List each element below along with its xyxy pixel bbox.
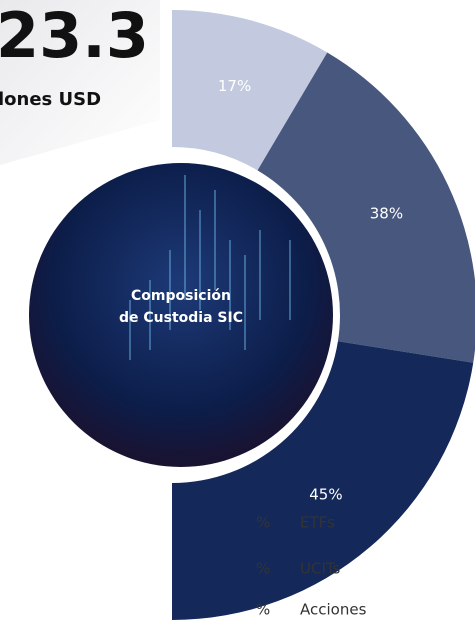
headline: 23.3 <box>0 0 149 72</box>
donut-segment <box>257 52 475 363</box>
value-label: 17% <box>218 77 251 95</box>
legend-fragment: % <box>256 514 270 532</box>
legend-fragment: % <box>256 560 270 578</box>
headline-card <box>0 0 160 165</box>
disc-decoration <box>129 175 291 360</box>
donut-segment <box>172 10 328 171</box>
donut-segment <box>172 341 474 620</box>
legend-label: UCITs <box>300 560 341 578</box>
value-label: 45% <box>309 486 342 504</box>
legend-fragment: % <box>256 601 270 619</box>
center-label: de Custodia SIC <box>119 310 243 326</box>
value-label: 38% <box>370 205 403 223</box>
headline-unit: lones USD <box>0 89 101 110</box>
center-disc <box>29 163 333 467</box>
center-label: Composición <box>131 288 231 304</box>
legend-label: ETFs <box>300 514 335 532</box>
legend-label: Acciones <box>300 601 367 619</box>
